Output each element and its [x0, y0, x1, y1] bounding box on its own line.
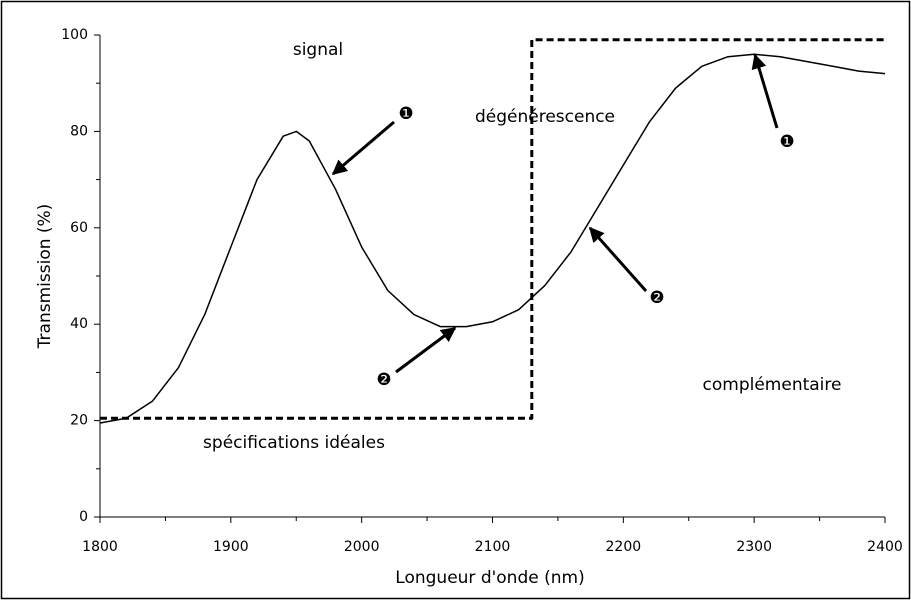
y-tick-label: 60: [70, 220, 88, 236]
y-axis-label: Transmission (%): [35, 204, 55, 350]
arrow: [331, 120, 395, 176]
y-tick-label: 80: [70, 123, 88, 139]
annotation: signal: [293, 40, 343, 60]
annotation: ❶: [779, 132, 794, 152]
annotation: ❷: [376, 370, 391, 390]
x-tick-label: 2100: [475, 539, 511, 555]
x-axis-label: Longueur d'onde (nm): [395, 568, 584, 588]
x-tick-label: 1900: [213, 539, 249, 555]
arrow: [395, 326, 457, 374]
y-tick-label: 40: [70, 316, 88, 332]
x-tick-label: 2200: [606, 539, 642, 555]
arrow: [751, 53, 779, 129]
annotation: ❷: [649, 288, 664, 308]
transmission-line: [99, 53, 886, 424]
x-tick-label: 2300: [736, 539, 772, 555]
x-tick-label: 2400: [867, 539, 903, 555]
annotation: spécifications idéales: [203, 433, 385, 453]
annotation: dégénérescence: [475, 107, 615, 127]
arrow: [588, 226, 648, 292]
x-tick-label: 2000: [344, 539, 380, 555]
spec-line: [100, 38, 885, 420]
y-tick-label: 0: [79, 509, 88, 525]
annotation: complémentaire: [703, 375, 842, 395]
y-tick-label: 20: [70, 413, 88, 429]
y-tick-label: 100: [61, 27, 88, 43]
annotation: ❶: [398, 104, 413, 124]
x-tick-label: 1800: [82, 539, 118, 555]
